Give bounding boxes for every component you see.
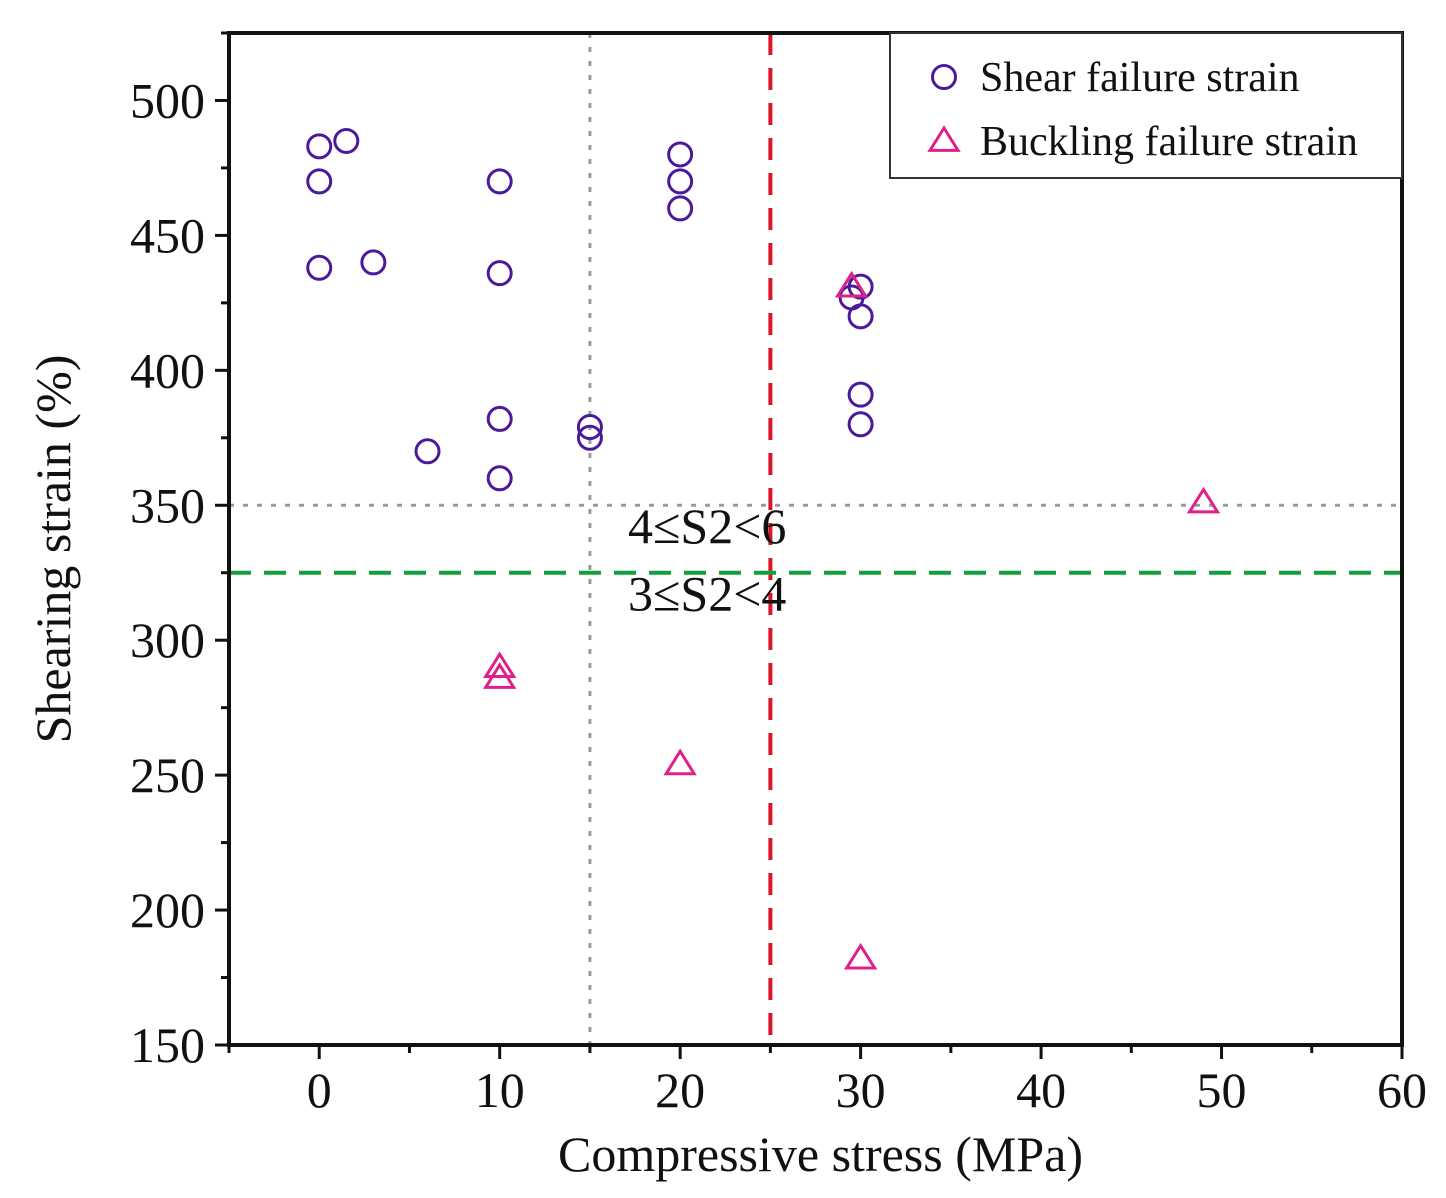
shear-failure-point: [847, 381, 874, 408]
plot-frame: [227, 31, 1404, 1047]
x-tick-label: 60: [1377, 1062, 1427, 1118]
shear-failure-point: [847, 303, 874, 330]
buckling-failure-point: [834, 270, 869, 298]
y-tick-label: 250: [130, 747, 205, 803]
shear-failure-point: [667, 168, 694, 195]
data-points: [306, 127, 1221, 970]
x-tick-label: 0: [307, 1062, 332, 1118]
shear-failure-point: [847, 273, 874, 300]
shear-failure-point: [360, 249, 387, 276]
shear-failure-point: [306, 133, 333, 160]
x-tick-label: 40: [1016, 1062, 1066, 1118]
x-tick-label: 50: [1197, 1062, 1247, 1118]
shear-failure-point: [667, 141, 694, 168]
legend-item-0: Shear failure strain: [931, 55, 1300, 101]
annotation-1: 3≤S2<4: [628, 566, 786, 622]
x-tick-label: 30: [836, 1062, 886, 1118]
shear-failure-point: [847, 411, 874, 438]
buckling-failure-point: [1186, 486, 1221, 514]
legend-label: Shear failure strain: [980, 55, 1300, 101]
annotations: 4≤S2<6 3≤S2<4: [628, 498, 786, 621]
shear-failure-point: [486, 465, 513, 492]
x-tick-label: 10: [475, 1062, 525, 1118]
shear-failure-point: [333, 127, 360, 154]
x-axis-title: Compressive stress (MPa): [558, 1126, 1083, 1182]
buckling-failure-point: [482, 651, 517, 679]
legend-label: Buckling failure strain: [980, 119, 1358, 165]
y-tick-label: 400: [130, 342, 205, 398]
y-tick-label: 150: [130, 1017, 205, 1073]
buckling-failure-point: [663, 748, 697, 776]
series-1: [482, 270, 1221, 970]
shear-failure-point: [486, 260, 513, 287]
y-tick-label: 300: [130, 612, 205, 668]
legend-box: [889, 32, 1403, 179]
y-tick-label: 450: [130, 207, 205, 263]
shear-failure-point: [576, 414, 603, 441]
axis-ticks: 0 10 20 30 40 50 60 150 200 250 300 350 400 450 500: [130, 31, 1427, 1118]
shear-failure-point: [306, 168, 333, 195]
series-0: [306, 127, 874, 492]
shear-failure-point: [486, 405, 513, 432]
reference-lines: [229, 33, 1402, 1045]
y-axis-title: Shearing strain (%): [25, 355, 81, 744]
shear-failure-point: [486, 168, 513, 195]
buckling-failure-point: [843, 942, 878, 970]
annotation-0: 4≤S2<6: [628, 498, 786, 554]
legend-marker-triangle: [927, 125, 961, 152]
y-tick-label: 200: [130, 882, 205, 938]
y-tick-label: 350: [130, 477, 205, 533]
shear-failure-point: [667, 195, 694, 222]
legend: Shear failure strain Buckling failure str…: [889, 32, 1403, 179]
y-tick-label: 500: [130, 72, 205, 128]
shear-failure-point: [414, 438, 441, 465]
legend-item-1: Buckling failure strain: [927, 119, 1358, 165]
shear-failure-point: [576, 424, 603, 451]
legend-marker-circle: [931, 64, 957, 90]
shear-failure-point: [306, 254, 333, 281]
buckling-failure-point: [482, 662, 517, 689]
x-tick-label: 20: [655, 1062, 705, 1118]
